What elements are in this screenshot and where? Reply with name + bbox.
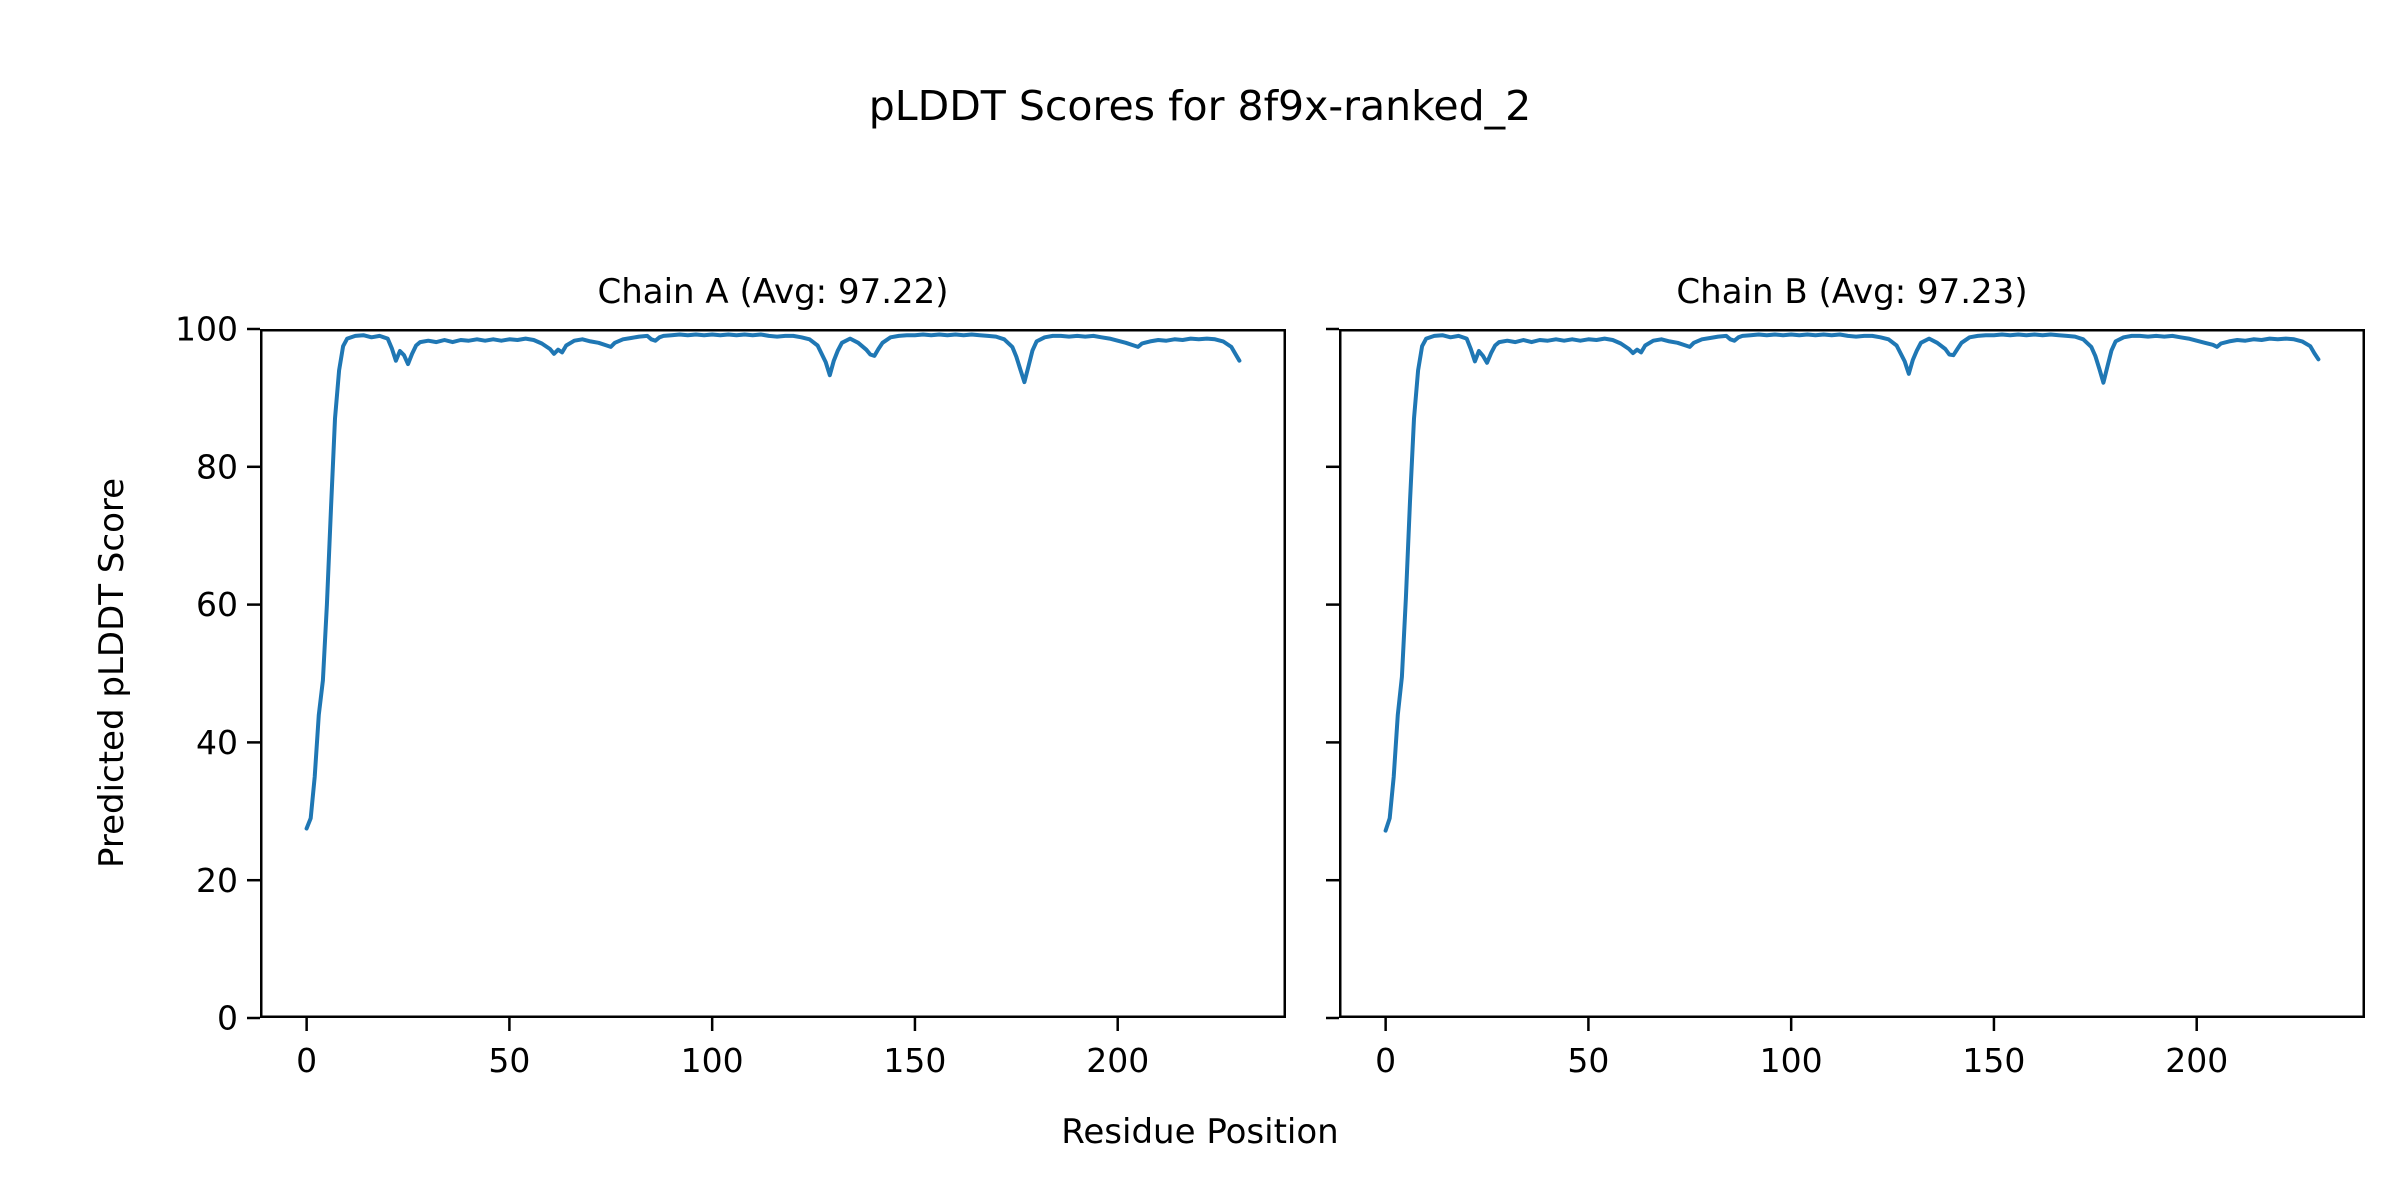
x-axis-label: Residue Position [1061, 1112, 1339, 1152]
svg-text:0: 0 [217, 999, 238, 1038]
chain-b-plot: 0 50 100 150 200 [1326, 327, 2365, 1080]
svg-text:200: 200 [1086, 1041, 1149, 1080]
svg-text:20: 20 [196, 861, 238, 900]
chain-b-title: Chain B (Avg: 97.23) [1676, 272, 2028, 312]
svg-text:0: 0 [1375, 1041, 1396, 1080]
svg-text:40: 40 [196, 723, 238, 762]
svg-text:50: 50 [1567, 1041, 1609, 1080]
chain-a-title: Chain A (Avg: 97.22) [597, 272, 949, 312]
svg-text:60: 60 [196, 585, 238, 624]
svg-text:200: 200 [2165, 1041, 2228, 1080]
chain-a-plot: 0 50 100 150 200 0 20 40 60 80 100 [175, 310, 1286, 1080]
y-axis-label: Predicted pLDDT Score [92, 477, 132, 869]
figure-title: pLDDT Scores for 8f9x-ranked_2 [868, 82, 1532, 130]
svg-text:100: 100 [681, 1041, 744, 1080]
svg-text:150: 150 [883, 1041, 946, 1080]
svg-text:0: 0 [296, 1041, 317, 1080]
svg-text:50: 50 [488, 1041, 530, 1080]
svg-text:100: 100 [1760, 1041, 1823, 1080]
svg-text:150: 150 [1962, 1041, 2025, 1080]
svg-text:80: 80 [196, 447, 238, 486]
svg-text:100: 100 [175, 310, 238, 349]
